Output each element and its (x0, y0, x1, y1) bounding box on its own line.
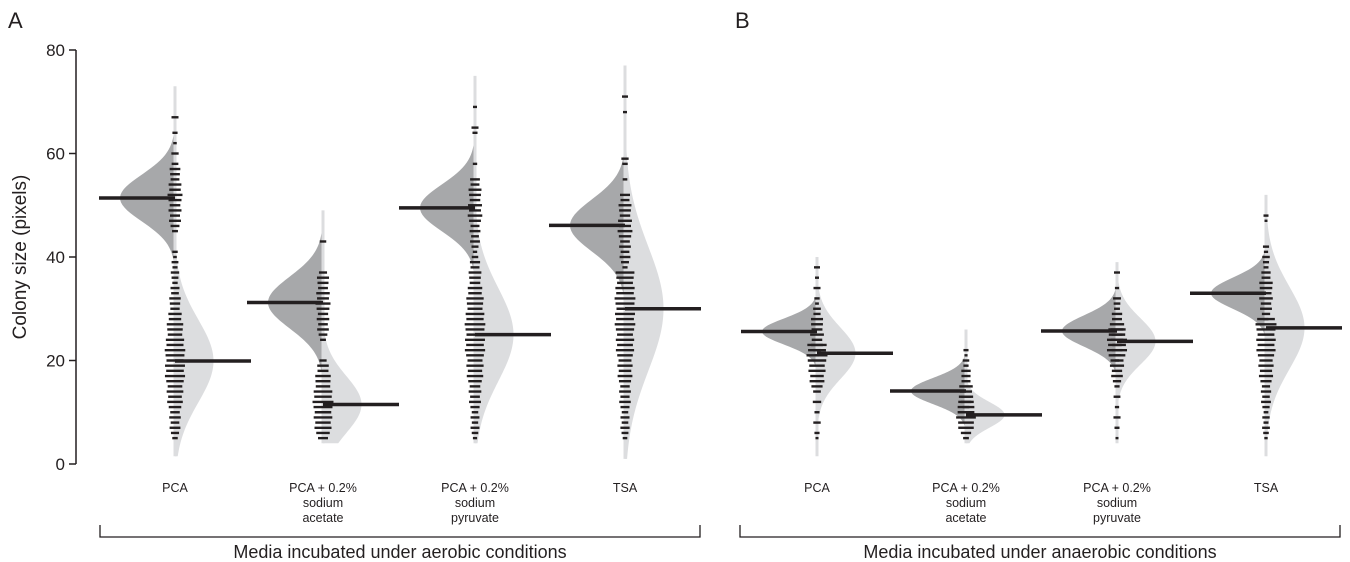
category-label-line: PCA (804, 481, 830, 495)
category-label: PCA + 0.2% sodium acetate (289, 481, 357, 525)
category-label-line: TSA (1254, 481, 1279, 495)
violin-half-mode-1 (570, 65, 625, 459)
category-label: PCA (162, 481, 188, 495)
category-label-line: sodium (455, 496, 495, 510)
category-label-line: sodium (946, 496, 986, 510)
violin-half-mode-1 (120, 86, 175, 457)
violin-half-mode-2 (475, 75, 514, 444)
violin-half-mode-1 (911, 329, 966, 444)
violin-half-mode-1 (420, 75, 475, 444)
violin-group-3: PCA + 0.2% sodium pyruvate (1041, 262, 1193, 525)
category-label: TSA (1254, 481, 1279, 495)
y-tick-label: 80 (46, 41, 65, 60)
violin-half-mode-1 (268, 210, 323, 444)
category-label-line: PCA (162, 481, 188, 495)
y-tick-label: 20 (46, 352, 65, 371)
violin-half-mode-2 (1117, 262, 1156, 444)
group-bracket (99, 525, 701, 538)
panel-letter: B (735, 8, 750, 33)
violin-half-mode-2 (625, 65, 664, 459)
group-label: Media incubated under aerobic conditions (233, 542, 566, 562)
violin-half-mode-2 (175, 86, 214, 457)
category-label: PCA + 0.2% sodium pyruvate (441, 481, 509, 525)
category-label: PCA + 0.2% sodium acetate (932, 481, 1000, 525)
violin-group-1: PCA (99, 86, 251, 495)
violin-group-2: PCA + 0.2% sodium acetate (247, 210, 399, 525)
violin-group-3: PCA + 0.2% sodium pyruvate (399, 75, 551, 525)
y-axis: 0 20 40 60 80 Colony size (pixels) (10, 41, 77, 474)
violin-half-mode-1 (1211, 194, 1266, 457)
violin-half-mode-2 (1266, 194, 1305, 457)
category-label-line: sodium (1097, 496, 1137, 510)
panel-letter: A (8, 8, 23, 33)
violin-half-mode-2 (817, 257, 856, 457)
violin-group-2: PCA + 0.2% sodium acetate (890, 329, 1042, 525)
category-label-line: PCA + 0.2% (932, 481, 1000, 495)
violin-half-mode-1 (1062, 262, 1117, 444)
group-bracket (739, 525, 1341, 538)
category-label: PCA + 0.2% sodium pyruvate (1083, 481, 1151, 525)
y-axis-label: Colony size (pixels) (10, 175, 31, 340)
violin-group-4: TSA (1190, 194, 1342, 495)
y-tick-label: 0 (56, 455, 65, 474)
category-label: TSA (613, 481, 638, 495)
violin-half-mode-1 (762, 257, 817, 457)
y-tick-label: 60 (46, 145, 65, 164)
category-label-line: pyruvate (1093, 511, 1141, 525)
category-label-line: PCA + 0.2% (1083, 481, 1151, 495)
category-label: PCA (804, 481, 830, 495)
category-label-line: sodium (303, 496, 343, 510)
category-label-line: PCA + 0.2% (289, 481, 357, 495)
violin-half-mode-2 (323, 210, 362, 444)
group-label: Media incubated under anaerobic conditio… (863, 542, 1216, 562)
category-label-line: pyruvate (451, 511, 499, 525)
category-label-line: TSA (613, 481, 638, 495)
category-label-line: PCA + 0.2% (441, 481, 509, 495)
violin-group-1: PCA (741, 257, 893, 495)
category-label-line: acetate (945, 511, 986, 525)
y-tick-label: 40 (46, 248, 65, 267)
violin-group-4: TSA (549, 65, 701, 495)
category-label-line: acetate (302, 511, 343, 525)
